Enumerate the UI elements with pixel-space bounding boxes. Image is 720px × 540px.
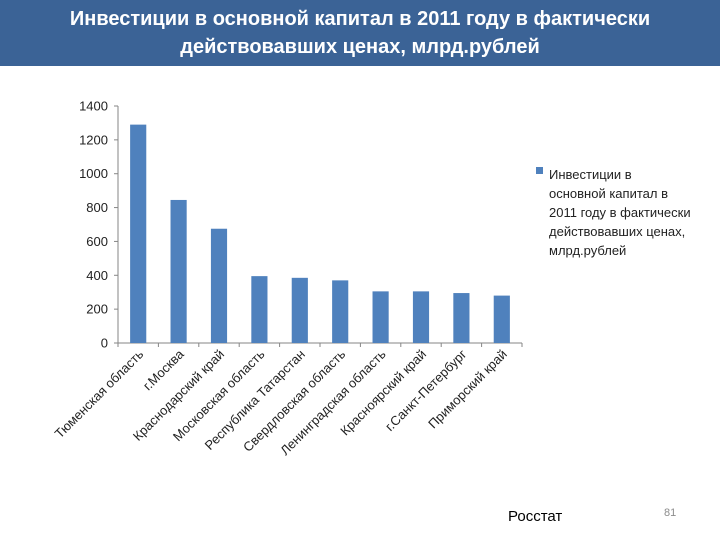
- y-tick-label: 600: [86, 234, 108, 249]
- y-tick-label: 800: [86, 200, 108, 215]
- y-tick-label: 1000: [79, 166, 108, 181]
- bar: [372, 291, 389, 343]
- bar: [130, 124, 147, 343]
- y-tick-label: 1200: [79, 132, 108, 147]
- slide-title: Инвестиции в основной капитал в 2011 год…: [69, 8, 651, 58]
- bar: [291, 277, 308, 343]
- legend-swatch: [536, 167, 543, 174]
- bar: [210, 228, 228, 343]
- title-bar: Инвестиции в основной капитал в 2011 год…: [0, 0, 720, 66]
- bar: [493, 295, 510, 343]
- x-tick-label: Приморский край: [425, 347, 510, 432]
- x-tick-label: Тюменская область: [52, 346, 147, 441]
- bar: [170, 199, 187, 343]
- y-tick-label: 400: [86, 268, 108, 283]
- y-tick-label: 0: [101, 336, 108, 351]
- source-label: Росстат: [508, 508, 563, 525]
- legend-label: Инвестиции в основной капитал в 2011 год…: [549, 167, 691, 258]
- y-tick-label: 200: [86, 302, 108, 317]
- page-number: 81: [664, 507, 677, 519]
- y-tick-label: 1400: [79, 99, 108, 114]
- bar: [332, 280, 349, 343]
- bar: [251, 276, 268, 343]
- bar: [412, 291, 430, 343]
- bar: [453, 293, 470, 343]
